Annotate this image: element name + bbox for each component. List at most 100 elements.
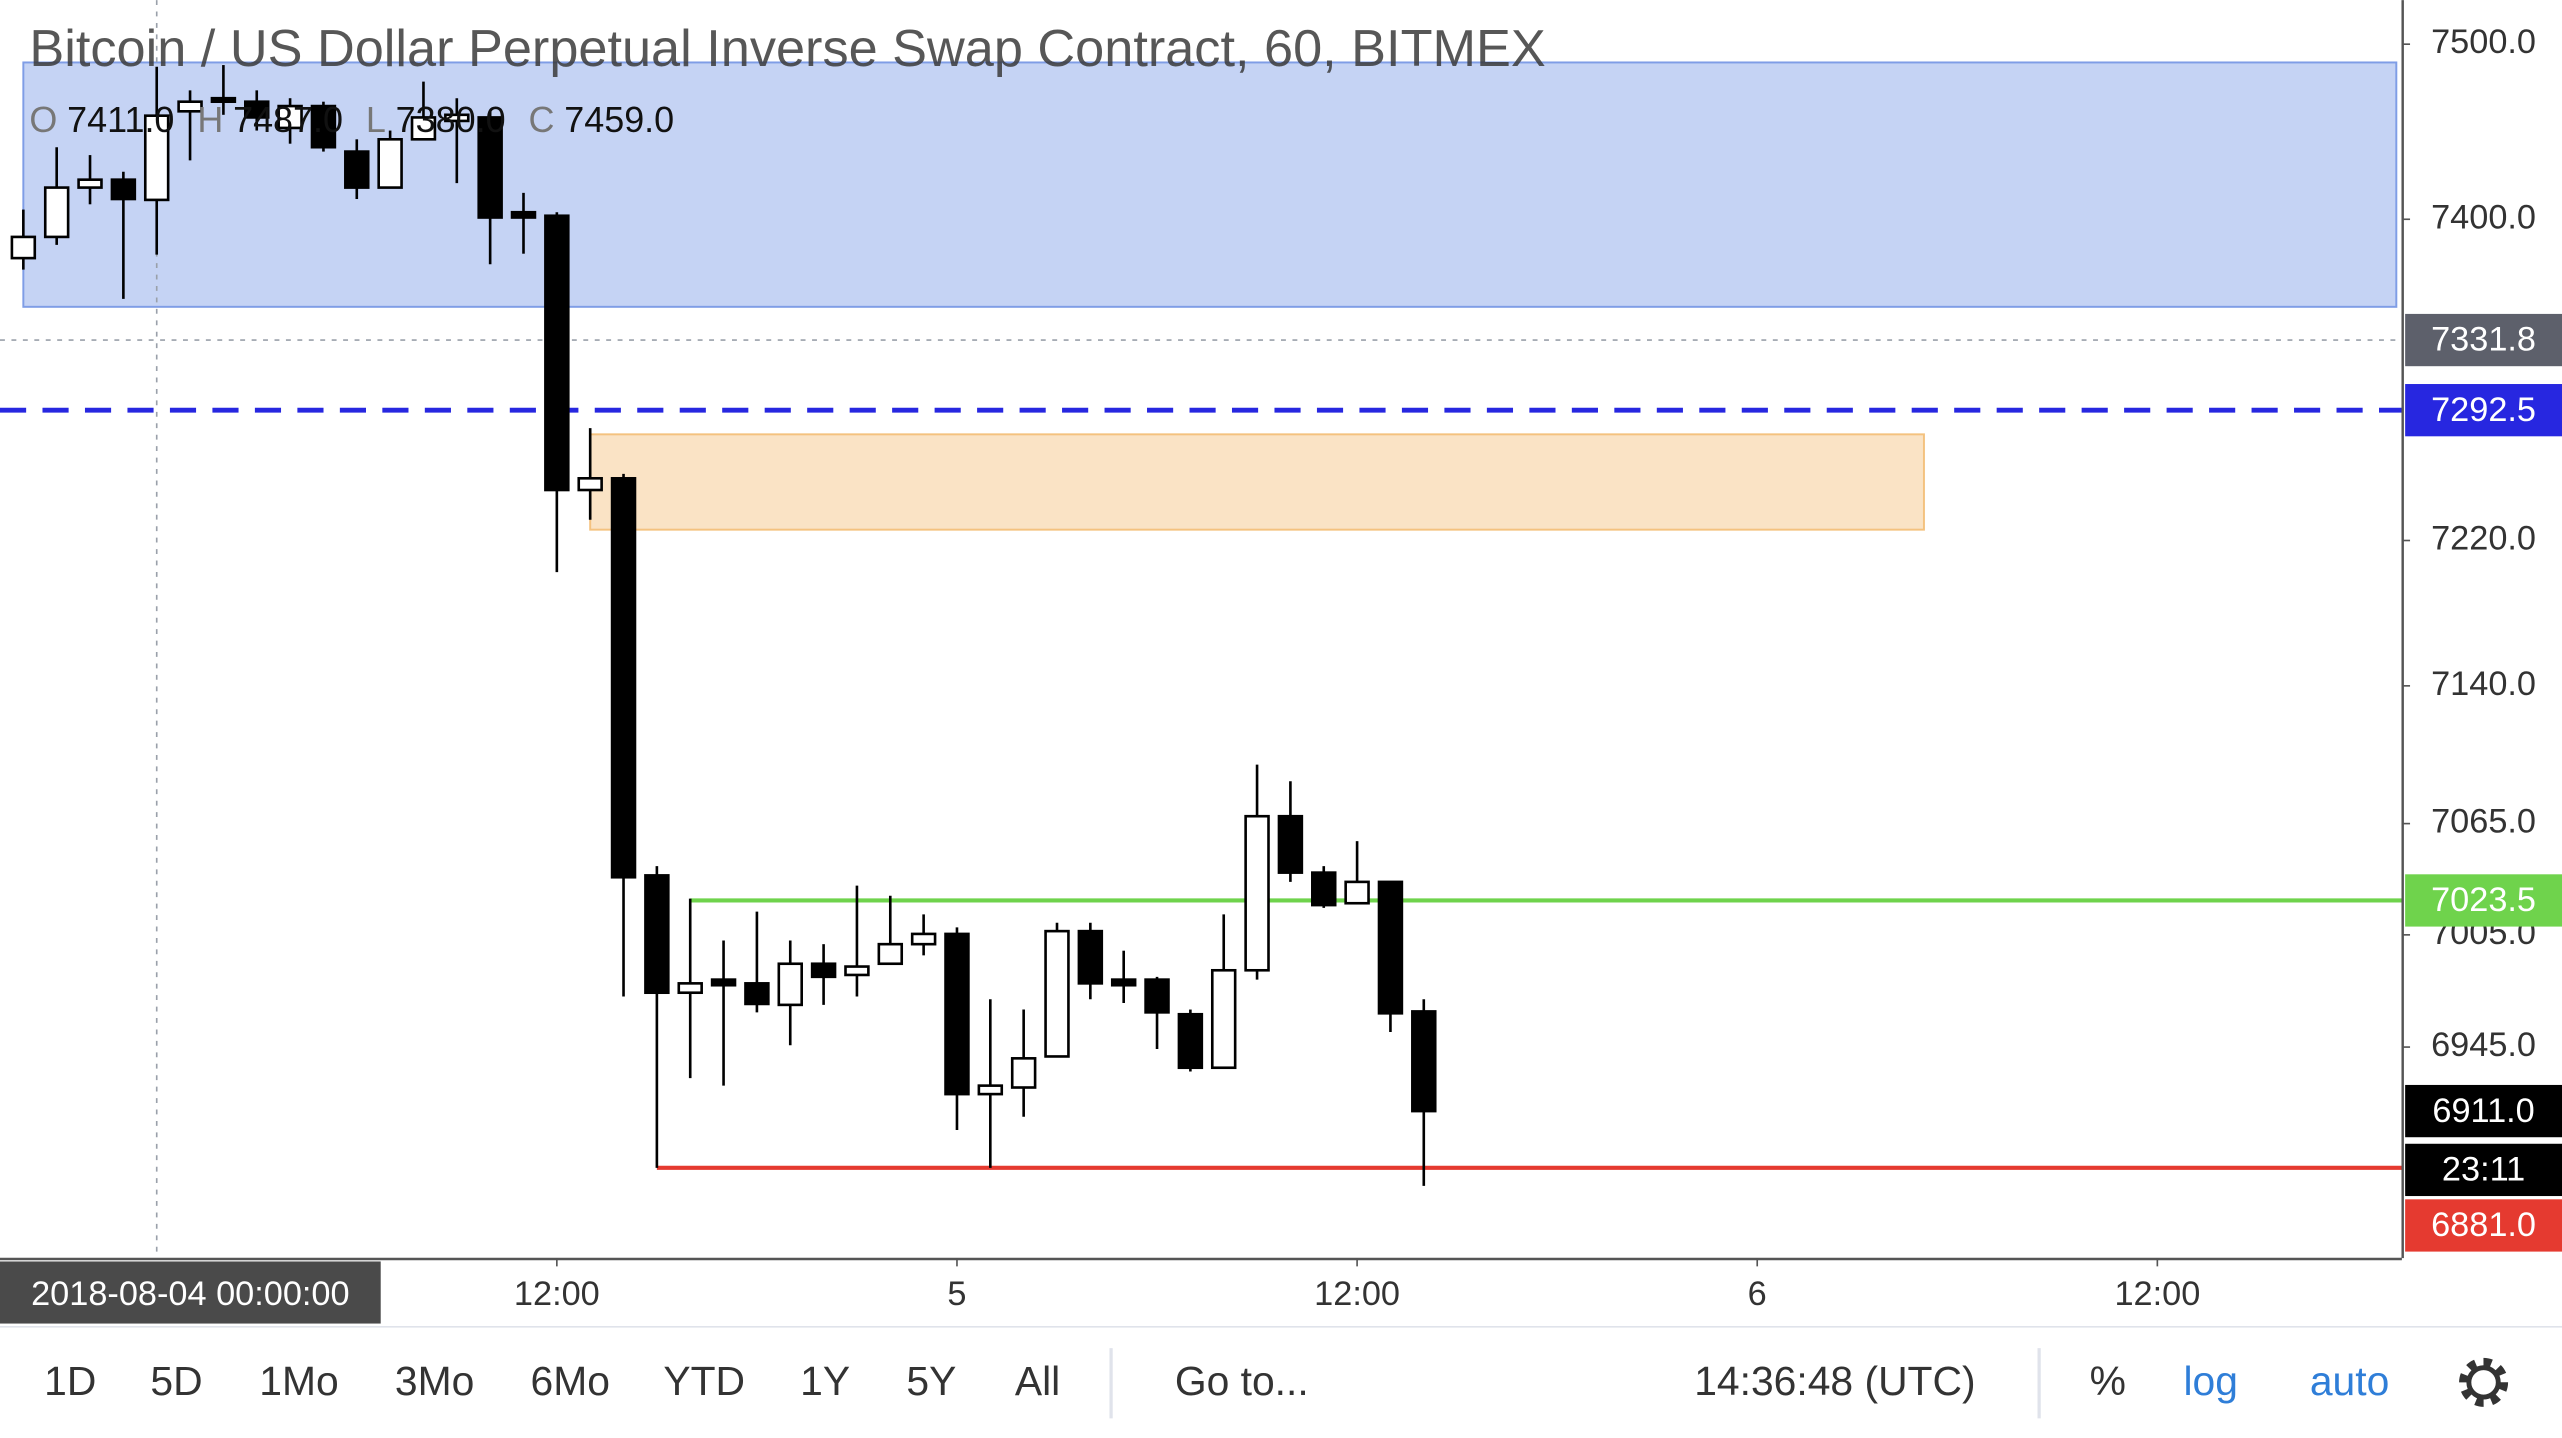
candle-body — [877, 942, 904, 966]
candle-body — [143, 114, 170, 202]
candle-body — [77, 178, 103, 189]
axes: 7500.07400.07220.07140.07065.07005.06945… — [0, 0, 2562, 1327]
last-price-label: 6911.0 — [2432, 1092, 2534, 1130]
crosshair-price-label: 7331.8 — [2431, 321, 2536, 359]
legend-value: 7487.0 — [233, 99, 343, 140]
level-price-label: 7292.5 — [2431, 391, 2536, 429]
candle-body — [1411, 1010, 1437, 1113]
ohlc-legend: O 7411.0 H 7487.0 L 7380.0 C 7459.0 — [29, 99, 674, 140]
time-axis-background — [0, 1258, 2562, 1327]
chart-title: Bitcoin / US Dollar Perpetual Inverse Sw… — [29, 20, 1545, 78]
candle-body — [510, 210, 537, 219]
clock: 14:36:48 (UTC) — [1694, 1358, 1975, 1404]
legend-key: H — [197, 99, 223, 140]
gear-ring — [2466, 1365, 2501, 1400]
candle-body — [210, 96, 237, 104]
candle-body — [477, 116, 503, 219]
candle-body — [1177, 1012, 1204, 1070]
candle-body — [544, 214, 570, 492]
log-button[interactable]: log — [2183, 1358, 2237, 1404]
range-button[interactable]: 6Mo — [531, 1358, 610, 1404]
auto-button[interactable]: auto — [2310, 1358, 2389, 1404]
x-tick-label: 12:00 — [2114, 1275, 2200, 1313]
candle-body — [1244, 814, 1270, 972]
candle-body — [1077, 929, 1104, 985]
y-tick-label: 7065.0 — [2431, 803, 2536, 841]
candles — [10, 65, 1437, 1186]
candle-body — [944, 932, 970, 1096]
y-tick-label: 6945.0 — [2431, 1026, 2536, 1064]
candle-body — [410, 116, 437, 141]
candle-body — [1344, 880, 1370, 905]
range-button[interactable]: YTD — [663, 1358, 745, 1404]
candle-body — [810, 962, 837, 979]
x-tick-label: 5 — [947, 1275, 966, 1313]
countdown-label: 23:11 — [2442, 1151, 2525, 1189]
settings-button[interactable] — [2459, 1357, 2509, 1407]
candle-body — [710, 978, 737, 987]
candle-body — [177, 100, 203, 113]
level-price-label: 6881.0 — [2431, 1206, 2536, 1244]
zones — [22, 61, 2398, 531]
x-tick-label: 6 — [1748, 1275, 1767, 1313]
countdown-label-box — [2405, 1143, 2562, 1197]
legend-value: 7380.0 — [396, 99, 506, 140]
candle-body — [310, 104, 337, 149]
candle-body — [1210, 968, 1237, 1070]
zone — [589, 433, 1925, 531]
range-button[interactable]: All — [1015, 1358, 1060, 1404]
candle-body — [744, 982, 770, 1006]
range-button[interactable]: 3Mo — [395, 1358, 474, 1404]
zone — [22, 61, 2398, 308]
goto-button[interactable]: Go to... — [1175, 1358, 1309, 1404]
crosshair-time-box — [0, 1261, 381, 1324]
candle-body — [43, 186, 70, 239]
candle-body — [1144, 978, 1170, 1014]
y-tick-label: 7500.0 — [2431, 23, 2536, 61]
legend-key: L — [366, 99, 386, 140]
candle-body — [1277, 814, 1304, 874]
level-price-label-box — [2405, 1199, 2562, 1252]
crosshair-price-label-box — [2405, 313, 2562, 367]
range-button[interactable]: 1D — [44, 1358, 96, 1404]
candle-body — [344, 150, 370, 189]
candle-body — [244, 100, 270, 119]
range-button[interactable]: 5D — [150, 1358, 202, 1404]
x-tick-label: 12:00 — [514, 1275, 600, 1313]
legend-value: 7411.0 — [67, 99, 174, 140]
candle-body — [1110, 978, 1137, 987]
gear-teeth — [2459, 1357, 2509, 1407]
level-price-label-box — [2405, 384, 2562, 437]
candle-body — [1311, 871, 1337, 907]
candle-body — [377, 138, 403, 189]
candle-body — [977, 1084, 1004, 1096]
crosshair-time-label: 2018-08-04 00:00:00 — [31, 1275, 349, 1313]
candle-body — [677, 982, 703, 995]
level-price-label-box — [2405, 874, 2562, 927]
y-tick-label: 7140.0 — [2431, 665, 2536, 703]
candle-body — [1010, 1057, 1037, 1089]
percent-button[interactable]: % — [2090, 1358, 2126, 1404]
x-tick-label: 12:00 — [1314, 1275, 1400, 1313]
legend-key: O — [29, 99, 57, 140]
level-price-label: 7023.5 — [2431, 881, 2536, 919]
range-button[interactable]: 1Y — [800, 1358, 850, 1404]
last-price-label-box — [2405, 1084, 2562, 1138]
candle-body — [610, 477, 637, 879]
candle-body — [844, 965, 870, 977]
y-tick-label: 7220.0 — [2431, 520, 2536, 558]
candle-body — [1377, 880, 1404, 1015]
candle-body — [644, 874, 670, 995]
candle-body — [277, 104, 303, 130]
candle-body — [1044, 929, 1070, 1058]
range-button[interactable]: 5Y — [906, 1358, 956, 1404]
y-tick-label: 7400.0 — [2431, 198, 2536, 236]
lines — [0, 0, 2402, 1259]
candle-body — [777, 962, 803, 1007]
candle-body — [10, 235, 37, 260]
candle-body — [577, 477, 603, 492]
range-button[interactable]: 1Mo — [259, 1358, 338, 1404]
price-labels: 7331.8 6911.0 23:11 7292.5 7023.5 6881.0 2018-… — [0, 313, 2562, 1324]
